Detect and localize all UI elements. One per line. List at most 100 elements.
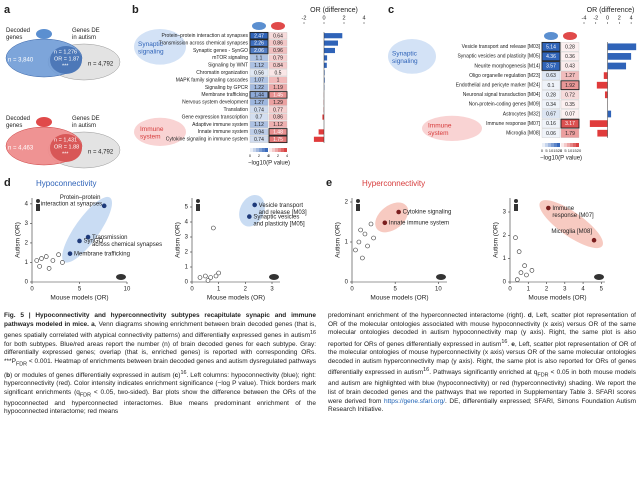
legend-swatch — [542, 143, 545, 147]
panel-label: d — [4, 177, 11, 189]
legend-swatch — [259, 148, 262, 152]
caption-ref: 16 — [309, 330, 316, 337]
point-label: Protein–protein interaction at synapses — [41, 194, 102, 207]
term-label: Adaptive immune system — [192, 122, 248, 128]
heat-cell — [560, 99, 580, 109]
mouse-icon — [436, 274, 446, 280]
caption-text: c — [174, 371, 179, 379]
legend-swatch — [545, 143, 548, 147]
diff-bar — [324, 33, 343, 39]
point — [396, 209, 401, 215]
caption-text: < 0.05, two-sided). Bar plots show the d… — [4, 388, 317, 416]
y-tick-label: 4 — [185, 220, 189, 226]
legend-swatch — [567, 143, 570, 147]
caption-ref: 16 — [501, 338, 508, 345]
heat-cell — [249, 98, 269, 106]
legend-tick-label: 0 — [268, 153, 271, 158]
legend-swatch — [576, 143, 579, 147]
figure: a Decoded genes Genes DE in autism n = 3… — [4, 4, 637, 302]
caption-text: ) — [178, 371, 181, 379]
diff-bar — [324, 47, 335, 54]
point-label: Innate immune system — [389, 220, 449, 226]
venn-or: OR = 1.88 — [54, 144, 79, 150]
venn-sig: *** — [62, 151, 69, 157]
caption-text: predominant enrichment of the hyperconne… — [328, 312, 528, 319]
term-label: Translation — [223, 107, 248, 113]
heat-cell — [560, 90, 580, 100]
x-axis-label: Mouse models (OR) — [528, 295, 586, 302]
legend-title: −log10(P value) — [540, 156, 582, 162]
caption-text: for both subtypes. Blue/red areas report… — [4, 340, 316, 365]
caption-text: b — [6, 371, 11, 379]
y-tick-label: 3 — [25, 221, 29, 227]
point — [85, 234, 91, 240]
term-label: Innate immune system — [198, 129, 248, 135]
cell-value: 1 — [277, 78, 280, 84]
highlight — [239, 194, 265, 227]
y-tick-label: 1 — [25, 260, 29, 266]
diff-bar — [596, 81, 608, 89]
point-label: Transmission across chemical synapses — [92, 235, 162, 248]
cell-value: 1.1 — [256, 56, 263, 62]
point-label: Membrane trafficking — [74, 251, 130, 257]
venn-or: OR = 1.87 — [54, 56, 79, 62]
caption-text: . DE, differentially expressed; SFARI, S… — [328, 397, 636, 414]
heat-cell — [268, 98, 288, 106]
point — [353, 247, 358, 253]
group-shade — [134, 29, 186, 65]
heat-cell — [249, 106, 269, 114]
x-tick-label: 4 — [581, 287, 585, 293]
term-label: Neuronal signal transduction [M04] — [463, 92, 541, 98]
caption-heading: Fig. 5 | Hypoconnectivity and hyperconne… — [4, 312, 316, 328]
cell-value: 0.86 — [273, 115, 283, 121]
point — [591, 237, 597, 243]
cell-value: 3.17 — [565, 121, 575, 127]
y-axis-label: Autism (OR) — [15, 222, 22, 258]
cell-value: 1.27 — [565, 73, 575, 79]
cell-value: 3.57 — [546, 64, 556, 70]
axis-title: OR (difference) — [587, 7, 635, 14]
y-tick-label: 1 — [185, 265, 189, 271]
link[interactable]: https://gene.sfari.org/ — [383, 397, 446, 405]
term-label: Protein–protein interaction at synapses — [162, 33, 249, 39]
y-tick-label: 0 — [185, 280, 189, 286]
diff-bar — [324, 77, 325, 83]
heat-cell — [268, 47, 288, 54]
point — [529, 268, 535, 273]
human-icon — [356, 199, 360, 203]
human-icon — [196, 204, 200, 211]
legend-swatch — [564, 143, 567, 147]
heat-cell — [268, 69, 288, 77]
cell-value: 0.56 — [254, 70, 264, 76]
legend-swatch — [272, 148, 275, 152]
group-label: Immune system — [140, 126, 165, 140]
term-label: Gene expression transcription — [182, 114, 249, 120]
brain-icon — [252, 22, 266, 30]
x-tick-label: 1 — [217, 287, 221, 293]
cell-value: 1.07 — [254, 78, 264, 84]
point — [360, 255, 365, 261]
caption-ref: 16 — [423, 367, 430, 374]
highlight — [375, 202, 409, 233]
point — [77, 238, 82, 244]
caption-text: , Left, scatter plot representation of O… — [328, 312, 636, 348]
cell-value: 0.7 — [256, 115, 263, 121]
heat-cell — [249, 76, 269, 84]
term-label: Endothelial and pericyte marker [M24] — [456, 83, 541, 89]
heat-cell — [249, 121, 269, 128]
heat-cell — [560, 109, 580, 119]
heat-cell — [249, 61, 269, 69]
cell-value: 0.63 — [546, 73, 556, 79]
legend-tick-label: 4 — [267, 153, 270, 158]
brain-icon — [271, 22, 285, 30]
x-axis-label: Mouse models (OR) — [370, 295, 428, 302]
venn-n: n = 4,792 — [88, 62, 114, 68]
cell-value: 0.07 — [565, 112, 575, 118]
point — [67, 251, 73, 256]
term-label: Microglia [M08] — [506, 131, 541, 137]
cell-value: 1.19 — [273, 85, 283, 91]
legend-swatch — [253, 148, 256, 152]
heat-cell — [249, 69, 269, 77]
point — [356, 239, 362, 245]
legend-tick-label: 20 — [558, 148, 563, 153]
